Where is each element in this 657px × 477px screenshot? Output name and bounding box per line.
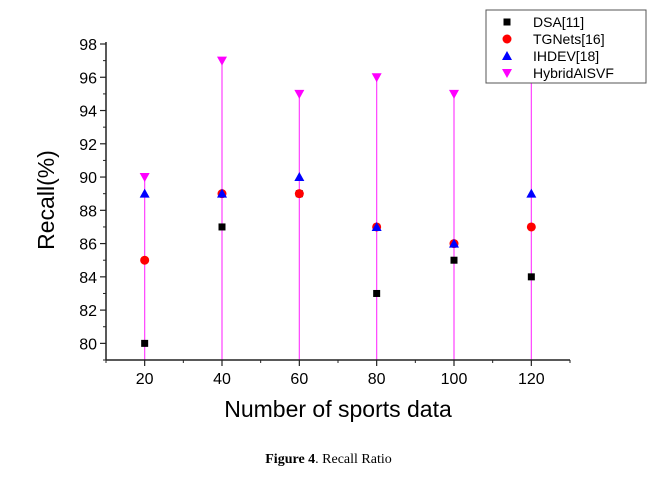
- x-tick-label: 40: [213, 371, 231, 388]
- point-hybridaisvf: [294, 89, 305, 99]
- point-ihdev-18: [526, 188, 537, 198]
- legend-label: TGNets[16]: [533, 31, 605, 47]
- y-tick-label: 80: [79, 336, 97, 353]
- x-tick-label: 80: [368, 371, 386, 388]
- y-tick-label: 90: [79, 170, 97, 187]
- caption-label: Figure 4: [265, 452, 316, 467]
- point-dsa-11: [373, 289, 381, 297]
- y-tick-label: 98: [79, 37, 97, 54]
- recall-chart: 80 82 84 86 88 90 92 94 96 98 20 40 60 80 100 120 Numbe…: [33, 9, 647, 422]
- legend-label: IHDEV[18]: [533, 48, 599, 64]
- point-tgnets-16: [140, 255, 150, 265]
- y-tick-label: 82: [79, 303, 97, 320]
- point-tgnets-16: [294, 189, 304, 199]
- x-tick-label: 20: [136, 371, 154, 388]
- legend-marker: [502, 51, 512, 60]
- point-hybridaisvf: [449, 89, 459, 99]
- y-tick-label: 84: [79, 270, 97, 287]
- y-tick-label: 88: [79, 203, 97, 220]
- y-tick-label: 96: [79, 70, 97, 87]
- legend-marker: [503, 18, 511, 26]
- point-ihdev-18: [294, 172, 305, 182]
- y-tick-label: 92: [79, 137, 97, 154]
- point-dsa-11: [450, 256, 458, 264]
- point-ihdev-18: [139, 188, 150, 198]
- point-ihdev-18: [371, 221, 382, 231]
- point-hybridaisvf: [217, 56, 227, 66]
- x-tick-label: 120: [518, 371, 545, 388]
- legend-label: HybridAISVF: [533, 65, 614, 81]
- legend-marker: [502, 34, 512, 44]
- legend-label: DSA[11]: [533, 14, 584, 30]
- point-dsa-11: [141, 339, 149, 347]
- legend-box: [485, 9, 647, 84]
- point-ihdev-18: [449, 238, 459, 248]
- point-ihdev-18: [217, 188, 227, 198]
- y-tick-label: 94: [79, 104, 97, 121]
- x-tick-label: 60: [290, 371, 308, 388]
- point-hybridaisvf: [139, 173, 150, 183]
- point-hybridaisvf: [371, 73, 382, 83]
- x-axis-label: Number of sports data: [224, 396, 452, 422]
- y-tick-label: 86: [79, 237, 97, 254]
- point-dsa-11: [527, 273, 535, 281]
- point-dsa-11: [218, 223, 226, 231]
- legend-marker: [502, 69, 512, 78]
- caption-text: . Recall Ratio: [315, 452, 392, 467]
- y-axis-label: Recall(%): [33, 150, 59, 250]
- figure-caption: Figure 4. Recall Ratio: [0, 452, 657, 468]
- legend: DSA[11]TGNets[16]IHDEV[18]HybridAISVF: [485, 9, 647, 84]
- x-tick-label: 100: [441, 371, 468, 388]
- point-tgnets-16: [526, 222, 536, 232]
